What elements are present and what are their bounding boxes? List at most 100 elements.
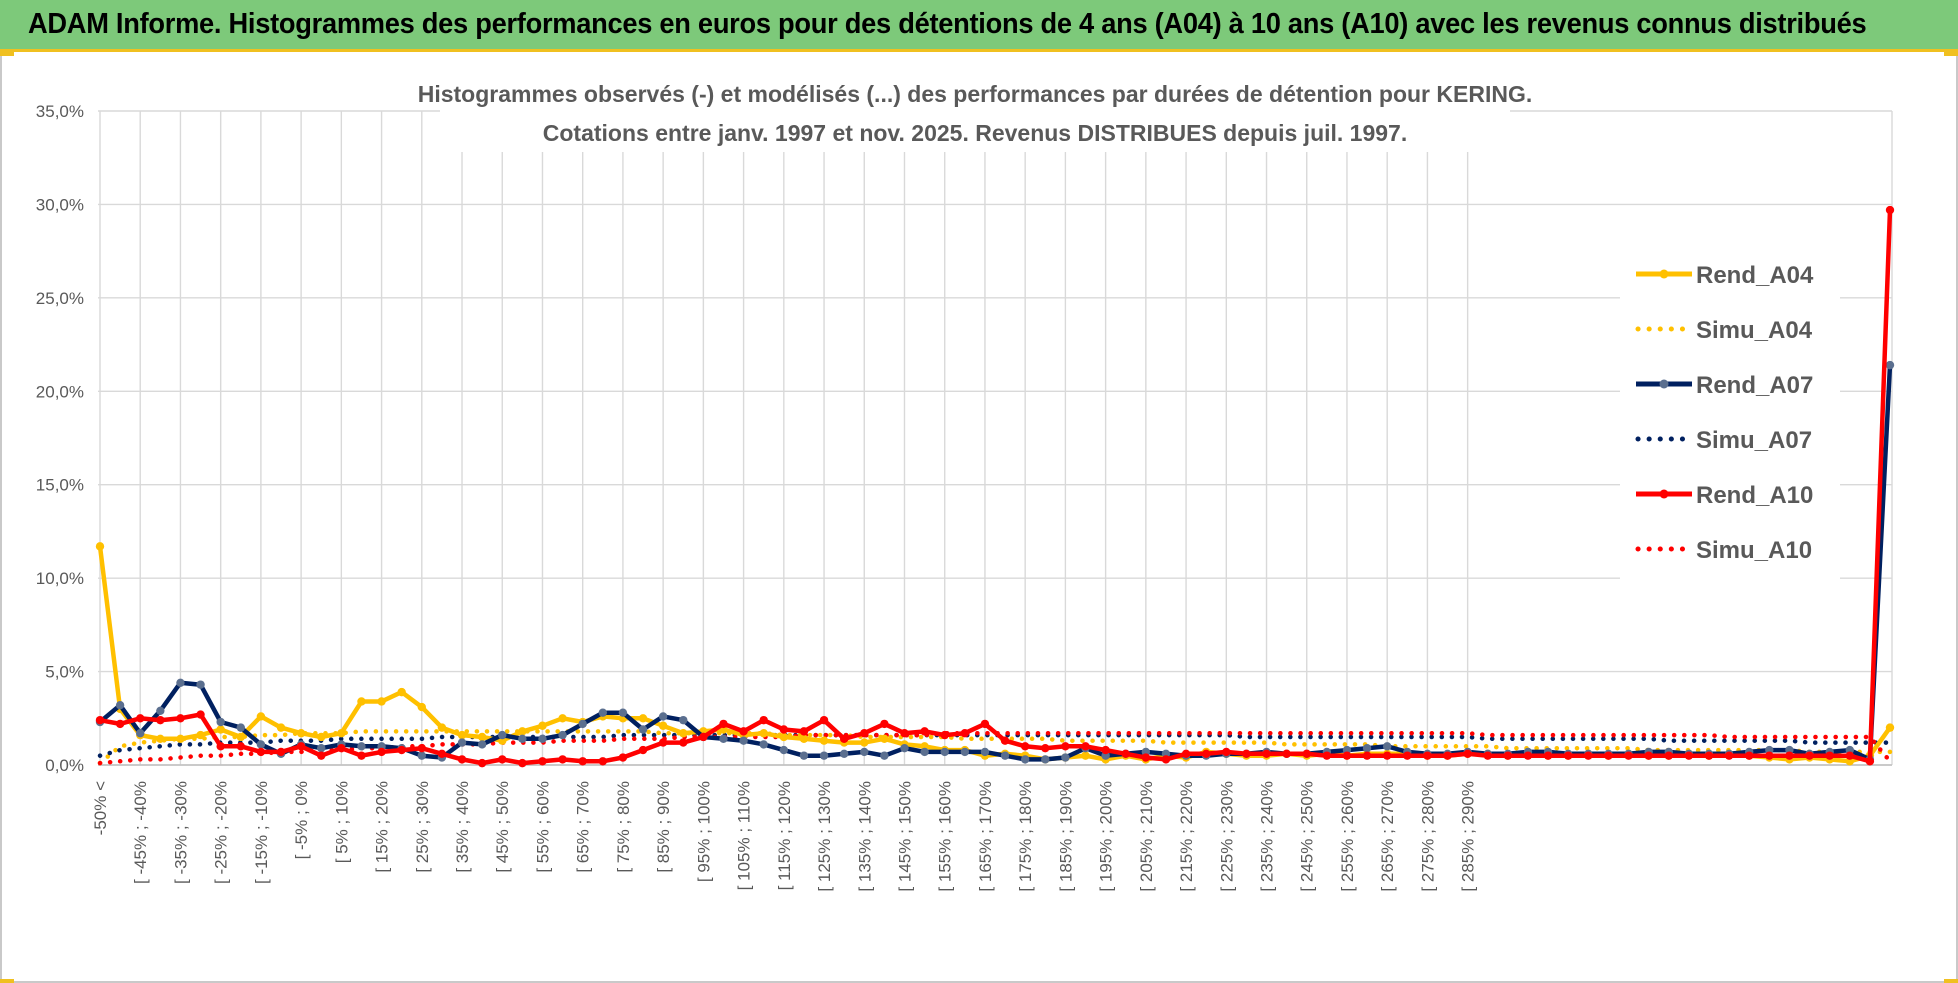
data-point xyxy=(1061,742,1070,751)
data-point xyxy=(1885,360,1895,370)
data-point xyxy=(759,729,768,738)
data-point xyxy=(457,730,467,740)
data-point xyxy=(196,680,205,689)
data-point xyxy=(317,732,326,742)
data-point xyxy=(960,729,970,738)
data-point xyxy=(236,732,245,742)
data-point xyxy=(839,749,849,758)
data-point xyxy=(518,734,527,744)
data-point xyxy=(578,757,587,766)
data-point xyxy=(1101,745,1110,755)
data-point xyxy=(317,743,326,753)
data-point xyxy=(156,706,165,716)
x-tick-label: [ 265% ; 270% xyxy=(1378,781,1397,892)
data-point xyxy=(337,729,346,738)
data-point xyxy=(739,727,748,736)
data-point xyxy=(95,715,105,725)
data-point xyxy=(900,729,909,738)
data-point xyxy=(1201,749,1211,758)
data-point xyxy=(1604,751,1613,760)
data-point xyxy=(719,719,728,729)
series-line xyxy=(97,730,1893,766)
data-point xyxy=(377,697,386,706)
data-point xyxy=(1282,749,1291,758)
data-point xyxy=(115,719,125,729)
y-tick-label: 25,0% xyxy=(36,289,84,308)
data-point xyxy=(437,749,447,758)
data-point xyxy=(598,757,608,766)
data-point xyxy=(477,732,487,742)
data-point xyxy=(799,734,809,744)
data-point xyxy=(1463,749,1472,758)
data-point xyxy=(1121,749,1130,758)
data-point xyxy=(1503,751,1513,760)
data-point xyxy=(1443,751,1452,760)
data-point xyxy=(357,697,366,706)
data-point xyxy=(538,757,547,766)
x-tick-label: [ 245% ; 250% xyxy=(1298,781,1317,892)
data-point xyxy=(95,542,105,551)
legend-item-Rend_A10: Rend_A10 xyxy=(1636,482,1813,509)
data-point xyxy=(357,742,366,751)
frame-corner-bottom-left xyxy=(0,979,14,983)
data-point xyxy=(1644,751,1653,760)
data-point xyxy=(337,743,346,753)
data-point xyxy=(538,734,547,744)
data-point xyxy=(256,740,266,749)
data-point xyxy=(176,714,185,723)
data-point xyxy=(819,715,829,725)
data-point xyxy=(1262,749,1271,758)
data-point xyxy=(1745,751,1754,760)
data-point xyxy=(679,738,688,747)
data-point xyxy=(196,710,205,719)
data-point xyxy=(1181,749,1191,758)
legend-label: Rend_A04 xyxy=(1696,262,1814,289)
x-tick-label: [ -25% ; -20% xyxy=(212,781,231,884)
legend-marker xyxy=(1659,269,1669,279)
data-point xyxy=(940,747,949,757)
frame-corner-right xyxy=(1944,52,1958,56)
legend-marker xyxy=(1659,489,1669,499)
data-point xyxy=(276,723,286,732)
data-point xyxy=(1523,751,1533,760)
data-point xyxy=(799,727,809,736)
data-point xyxy=(136,729,145,738)
data-point xyxy=(1242,749,1251,758)
data-point xyxy=(216,742,225,751)
legend-label: Rend_A07 xyxy=(1696,372,1813,399)
data-point xyxy=(1885,723,1895,732)
performance-histogram-chart: 0,0% 5,0% 10,0% 15,0% 20,0% 25,0% 30,0% 35,0% -… xyxy=(36,74,1895,892)
legend-label: Rend_A10 xyxy=(1696,482,1813,509)
legend-item-Rend_A07: Rend_A07 xyxy=(1636,372,1813,399)
data-point xyxy=(236,723,245,732)
data-point xyxy=(236,742,245,751)
series-Simu_A10 xyxy=(97,730,1893,766)
data-point xyxy=(156,734,165,744)
x-tick-label: [ 285% ; 290% xyxy=(1459,781,1478,892)
data-point xyxy=(377,747,386,757)
y-tick-label: 15,0% xyxy=(36,476,84,495)
x-tick-label: [ 15% ; 20% xyxy=(373,781,392,873)
chart-subtitle: Cotations entre janv. 1997 et nov. 2025.… xyxy=(543,120,1408,146)
data-point xyxy=(618,753,628,762)
data-point xyxy=(759,740,768,749)
data-point xyxy=(739,736,748,745)
legend: Rend_A04 Simu_A04 Rend_A07 Simu_A07 Rend_A10… xyxy=(1620,240,1840,580)
data-point xyxy=(357,751,366,760)
data-point xyxy=(920,727,929,736)
x-tick-label: [ 195% ; 200% xyxy=(1097,781,1116,892)
data-point xyxy=(880,719,889,729)
data-point xyxy=(1564,751,1573,760)
data-point xyxy=(1624,751,1633,760)
x-tick-label: [ 235% ; 240% xyxy=(1258,781,1277,892)
x-tick-label: [ 85% ; 90% xyxy=(654,781,673,873)
data-point xyxy=(216,717,225,727)
data-point xyxy=(115,701,125,710)
data-point xyxy=(598,708,608,717)
data-point xyxy=(860,729,869,738)
data-point xyxy=(679,715,688,725)
data-point xyxy=(1543,751,1553,760)
data-point xyxy=(1684,751,1694,760)
data-point xyxy=(498,730,507,740)
data-point xyxy=(1865,757,1875,766)
